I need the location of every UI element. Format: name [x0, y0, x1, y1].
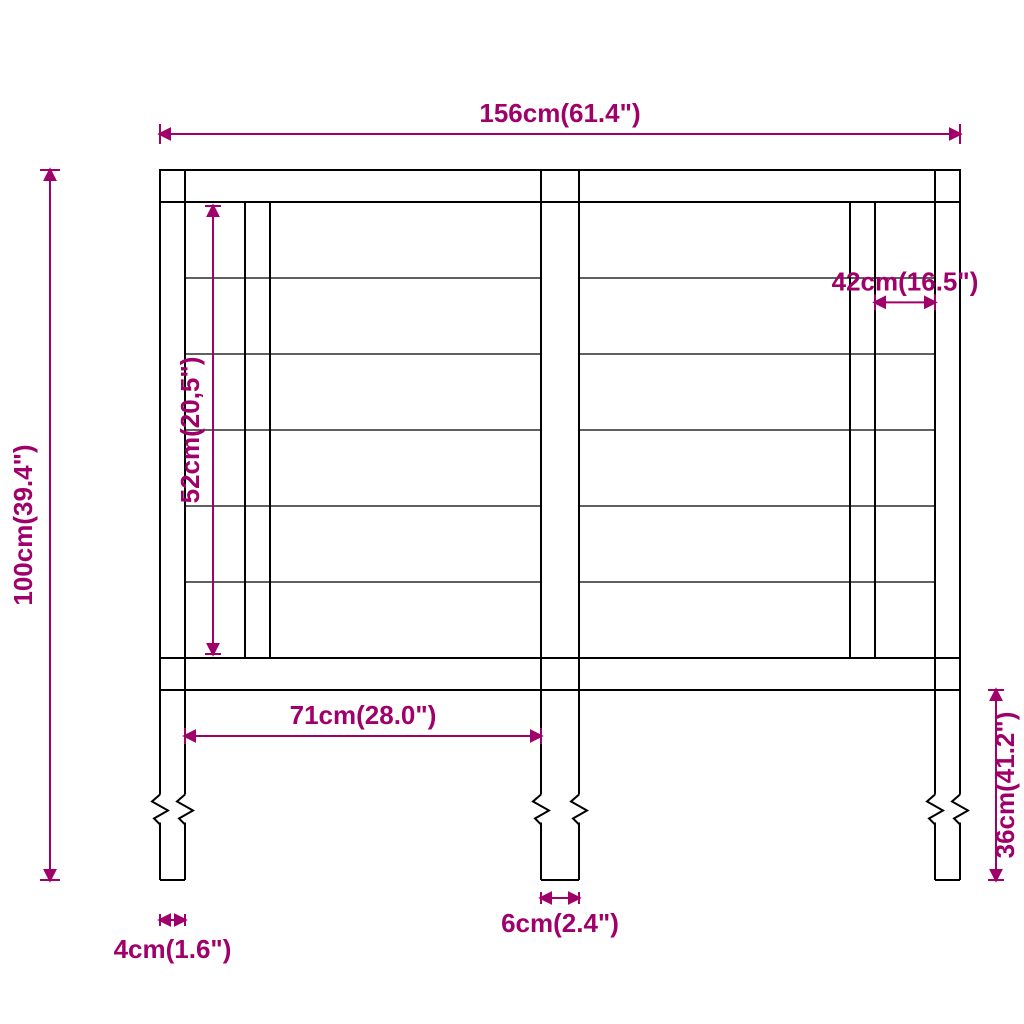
- dim-leg-h: 36cm(41.2"): [988, 690, 1020, 880]
- break-mark: [533, 795, 549, 825]
- dim-leg-h-label: 36cm(41.2"): [990, 712, 1020, 859]
- break-mark: [177, 795, 193, 825]
- break-mark: [952, 795, 968, 825]
- dim-outer-post-label: 4cm(1.6"): [114, 934, 232, 964]
- dim-panel-h-label: 52cm(20,5"): [175, 357, 205, 504]
- dim-left-label: 100cm(39.4"): [8, 444, 38, 605]
- break-mark: [571, 795, 587, 825]
- dim-mid-post-label: 6cm(2.4"): [501, 908, 619, 938]
- dim-inner-w-label: 42cm(16.5"): [832, 266, 979, 296]
- dim-inner-w: 42cm(16.5"): [832, 266, 979, 310]
- break-mark: [152, 795, 168, 825]
- dim-half-w-label: 71cm(28.0"): [290, 700, 437, 730]
- dim-half-w: 71cm(28.0"): [185, 700, 541, 744]
- dim-mid-post: [541, 892, 579, 904]
- dim-left: 100cm(39.4"): [8, 170, 60, 880]
- break-mark: [927, 795, 943, 825]
- dim-outer-post: [160, 914, 185, 926]
- dim-top-label: 156cm(61.4"): [479, 98, 640, 128]
- dim-top: 156cm(61.4"): [160, 98, 960, 144]
